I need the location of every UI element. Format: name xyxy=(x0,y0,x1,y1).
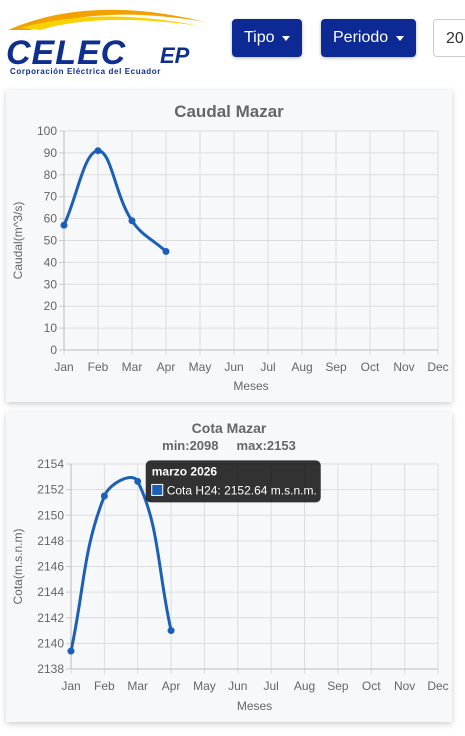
y-tick-label: 100 xyxy=(37,124,57,138)
tooltip-label: Cota H24: 2152.64 m.s.n.m. xyxy=(167,483,317,497)
y-axis-label: Caudal(m^3/s) xyxy=(11,202,25,280)
logo-name: CELEC xyxy=(6,34,126,72)
year-input[interactable]: 20 xyxy=(433,19,465,57)
x-tick-label: Dec xyxy=(427,679,448,693)
logo-tagline: Corporación Eléctrica del Ecuador xyxy=(10,67,161,76)
line xyxy=(69,476,173,652)
logo-swoosh xyxy=(20,16,200,30)
logo: CELEC EP Corporación Eléctrica del Ecuad… xyxy=(6,9,205,76)
y-tick-label: 60 xyxy=(44,212,58,226)
x-tick-label: Oct xyxy=(362,679,381,693)
y-tick-label: 2148 xyxy=(37,534,64,548)
x-tick-label: Jan xyxy=(61,679,80,693)
y-tick-label: 2144 xyxy=(37,585,64,599)
x-tick-label: May xyxy=(193,679,216,693)
chart: Caudal Mazar 0 10 20 30 40 50 60 70 80 90 100 Jan Feb… xyxy=(11,102,449,393)
logo-swoosh xyxy=(8,9,205,30)
y-tick-label: 20 xyxy=(44,299,58,313)
point xyxy=(162,247,170,255)
chart-subtitle: min:2098 max:2153 xyxy=(162,438,296,453)
tipo-button[interactable]: Tipo xyxy=(232,19,302,57)
y-tick-label: 90 xyxy=(44,146,58,160)
y-tick-label: 50 xyxy=(44,234,58,248)
periodo-button[interactable]: Periodo xyxy=(321,19,416,57)
x-tick-label: Jul xyxy=(264,679,279,693)
y-tick-label: 70 xyxy=(44,190,58,204)
y-tick-label: 2150 xyxy=(37,508,64,522)
x-tick-label: Feb xyxy=(88,360,109,374)
y-tick-label: 40 xyxy=(44,255,58,269)
point xyxy=(167,627,175,635)
y-axis-label: Cota(m.s.n.m) xyxy=(11,528,25,604)
line xyxy=(62,149,168,253)
tooltip-swatch xyxy=(151,483,164,496)
point xyxy=(100,492,108,500)
y-tick-label: 2140 xyxy=(37,636,64,650)
chart-title: Cota Mazar xyxy=(192,420,267,436)
y-tick-label: 30 xyxy=(44,277,58,291)
y-tick-label: 2146 xyxy=(37,560,64,574)
chart-title: Caudal Mazar xyxy=(174,102,284,121)
x-axis-label: Meses xyxy=(237,699,272,713)
point xyxy=(94,147,102,155)
x-axis-label: Meses xyxy=(233,379,268,393)
x-tick-label: Sep xyxy=(325,360,347,374)
y-tick-label: 2142 xyxy=(37,611,64,625)
x-tick-label: Dec xyxy=(427,360,448,374)
y-tick-label: 2138 xyxy=(37,662,64,676)
point xyxy=(134,477,142,485)
y-tick-label: 2154 xyxy=(37,457,64,471)
x-tick-label: Mar xyxy=(127,679,148,693)
y-tick-label: 80 xyxy=(44,168,58,182)
tooltip-box xyxy=(145,460,321,503)
point xyxy=(60,221,68,229)
logo-suffix: EP xyxy=(160,43,190,68)
x-tick-label: Sep xyxy=(327,679,349,693)
x-tick-label: May xyxy=(189,360,212,374)
y-tick-label: 2152 xyxy=(37,483,64,497)
chart-card: Cota Mazar min:2098 max:2153 2138 2140 2142 2… xyxy=(6,412,452,722)
x-tick-label: Nov xyxy=(394,679,415,693)
x-tick-label: Nov xyxy=(393,360,414,374)
point xyxy=(128,217,136,225)
x-tick-label: Mar xyxy=(122,360,143,374)
chart-card: Caudal Mazar 0 10 20 30 40 50 60 70 80 90 100 Jan Feb… xyxy=(6,90,452,402)
x-tick-label: Jun xyxy=(228,679,247,693)
y-tick-label: 10 xyxy=(44,321,58,335)
x-tick-label: Oct xyxy=(361,360,380,374)
x-tick-label: Aug xyxy=(291,360,312,374)
y-tick-label: 0 xyxy=(50,343,57,357)
point xyxy=(67,647,75,655)
x-tick-label: Jun xyxy=(224,360,243,374)
chart: Cota Mazar min:2098 max:2153 2138 2140 2142 2… xyxy=(11,420,449,713)
x-tick-label: Apr xyxy=(157,360,176,374)
x-tick-label: Jan xyxy=(54,360,73,374)
tooltip: marzo 2026 Cota H24: 2152.64 m.s.n.m. xyxy=(145,460,321,503)
tooltip-title: marzo 2026 xyxy=(152,464,218,478)
x-tick-label: Jul xyxy=(260,360,275,374)
x-tick-label: Feb xyxy=(94,679,115,693)
x-tick-label: Aug xyxy=(294,679,315,693)
x-tick-label: Apr xyxy=(162,679,181,693)
